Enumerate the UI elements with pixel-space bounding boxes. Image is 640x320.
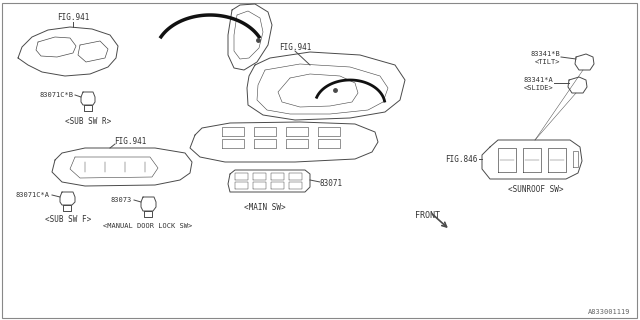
Text: FIG.941: FIG.941	[114, 137, 146, 146]
Text: FIG.941: FIG.941	[279, 44, 311, 52]
Text: 83071C*A: 83071C*A	[16, 192, 50, 198]
Text: <SUB SW R>: <SUB SW R>	[65, 117, 111, 126]
Text: <SUNROOF SW>: <SUNROOF SW>	[508, 186, 564, 195]
Text: FIG.846: FIG.846	[445, 155, 478, 164]
Text: 83071C*B: 83071C*B	[39, 92, 73, 98]
Text: <MANUAL DOOR LOCK SW>: <MANUAL DOOR LOCK SW>	[104, 223, 193, 229]
Text: A833001119: A833001119	[588, 309, 630, 315]
Text: 83341*B: 83341*B	[531, 51, 560, 57]
Text: FIG.941: FIG.941	[57, 13, 89, 22]
Text: 83073: 83073	[111, 197, 132, 203]
Text: <SLIDE>: <SLIDE>	[524, 85, 553, 91]
Text: <SUB SW F>: <SUB SW F>	[45, 214, 91, 223]
Text: <TILT>: <TILT>	[534, 59, 560, 65]
Text: 83071: 83071	[320, 179, 343, 188]
Text: <MAIN SW>: <MAIN SW>	[244, 203, 286, 212]
Text: FRONT: FRONT	[415, 211, 440, 220]
Text: 83341*A: 83341*A	[524, 77, 553, 83]
